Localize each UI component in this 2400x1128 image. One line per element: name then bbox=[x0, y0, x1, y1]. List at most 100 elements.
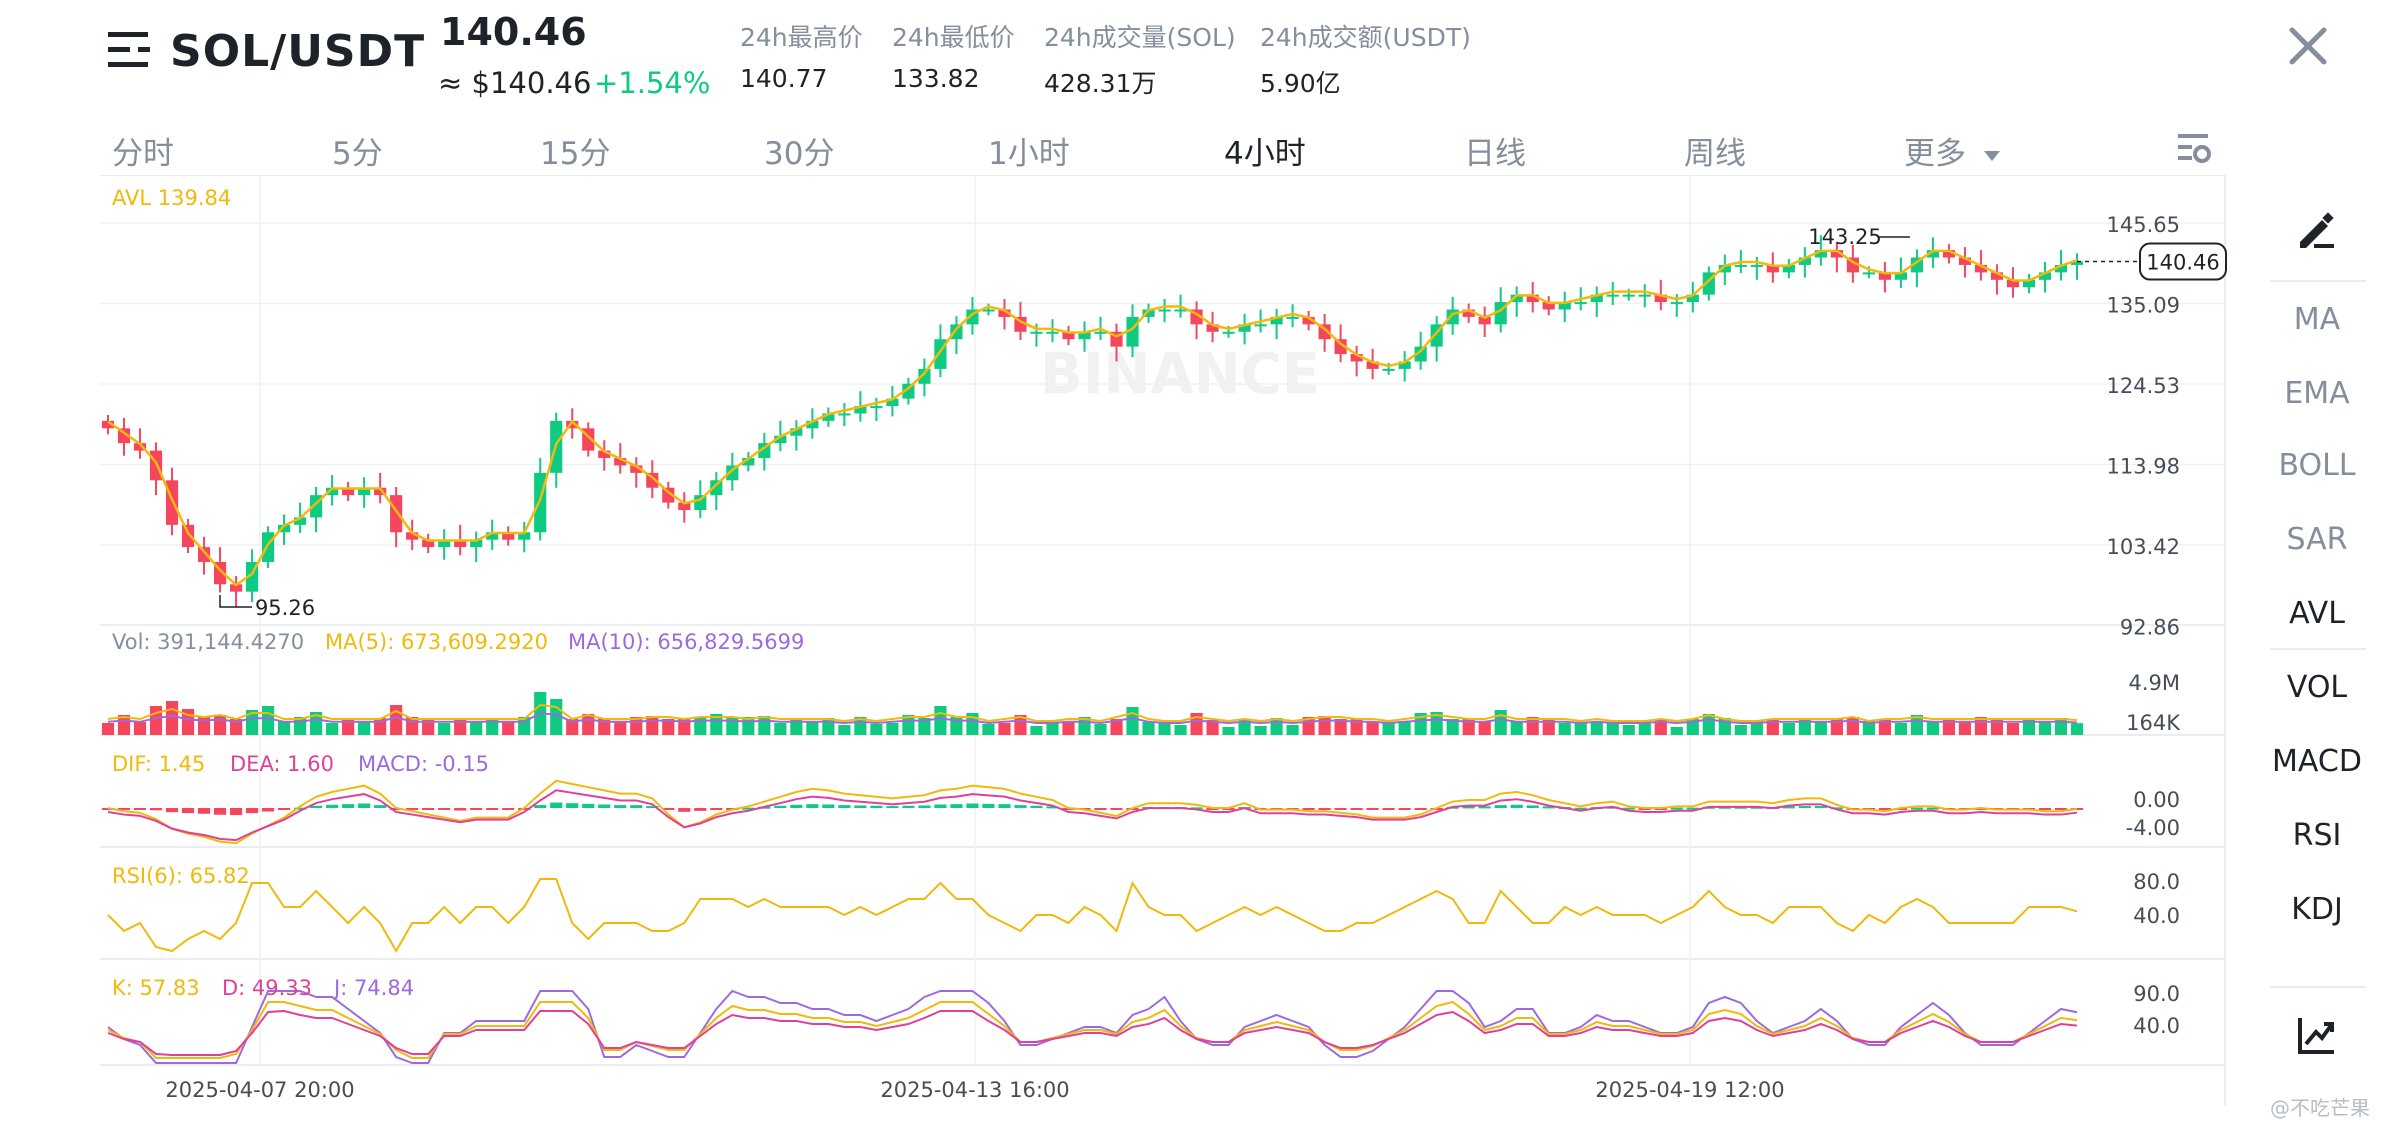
indicator-ma[interactable]: MA bbox=[2293, 302, 2341, 337]
candle-body bbox=[502, 532, 515, 540]
macd-histogram-bar bbox=[374, 805, 387, 808]
volume-bar bbox=[165, 701, 179, 735]
candle-body bbox=[2038, 272, 2052, 280]
volume-bar bbox=[1542, 720, 1555, 735]
price-tick: 113.98 bbox=[2107, 455, 2180, 479]
avl-line bbox=[107, 249, 2078, 587]
volume-bar bbox=[1766, 720, 1779, 735]
candle-body bbox=[1878, 272, 1891, 280]
stat-value: 133.82 bbox=[892, 64, 980, 93]
candle-body bbox=[598, 450, 611, 459]
macd-histogram-bar bbox=[1382, 808, 1395, 810]
dropdown-caret-icon bbox=[1983, 150, 2000, 161]
volume-bar bbox=[1942, 718, 1956, 735]
menu-icon[interactable] bbox=[108, 28, 152, 72]
indicator-rsi[interactable]: RSI bbox=[2292, 818, 2342, 853]
volume-bar bbox=[1398, 721, 1411, 735]
rsi-polyline bbox=[107, 878, 2078, 954]
vol-tick: 4.9M bbox=[2128, 671, 2180, 695]
price-tick: 135.09 bbox=[2107, 294, 2180, 318]
volume-bar bbox=[1334, 719, 1347, 735]
rsi-label: RSI(6): 65.82 bbox=[112, 864, 250, 888]
candle-body bbox=[2006, 279, 2020, 288]
tab-interval-4h[interactable]: 4小时 bbox=[1224, 136, 1306, 172]
pair-title[interactable]: SOL/USDT bbox=[170, 26, 426, 77]
kline-chart[interactable]: BINANCE 145.65 135.09 124.53 113.98 103.42 92… bbox=[0, 175, 2240, 1105]
volume-bar bbox=[1478, 722, 1491, 735]
candle-body bbox=[229, 584, 243, 592]
indicator-kdj[interactable]: KDJ bbox=[2291, 892, 2343, 927]
candle-body bbox=[710, 480, 723, 496]
macd-histogram-bar bbox=[790, 804, 803, 808]
macd-histogram-bar bbox=[470, 808, 483, 810]
volume-bar bbox=[582, 714, 595, 735]
macd-histogram-bar bbox=[630, 805, 643, 808]
stat-value: 5.90亿 bbox=[1260, 69, 1341, 98]
volume-bar bbox=[1702, 714, 1715, 735]
volume-bar bbox=[1734, 725, 1747, 735]
macd-histogram-bar bbox=[165, 808, 179, 813]
macd-histogram-bar bbox=[1462, 806, 1475, 809]
macd-histogram-bar bbox=[838, 805, 851, 808]
volume-bar bbox=[1270, 718, 1283, 735]
tab-interval-30m[interactable]: 30分 bbox=[764, 136, 835, 172]
tab-interval-1h[interactable]: 1小时 bbox=[988, 136, 1070, 172]
candle-body bbox=[1270, 316, 1283, 325]
candle-body bbox=[1030, 331, 1043, 334]
volume-bar bbox=[1366, 722, 1379, 735]
candle-body bbox=[133, 443, 147, 451]
indicator-vol[interactable]: VOL bbox=[2286, 670, 2348, 705]
indicator-boll[interactable]: BOLL bbox=[2278, 448, 2356, 483]
candle-body bbox=[1414, 346, 1427, 362]
candle-body bbox=[1958, 257, 1972, 265]
x-axis-label: 2025-04-13 16:00 bbox=[880, 1078, 1069, 1102]
candle-body bbox=[1142, 309, 1155, 317]
volume-bar bbox=[1382, 722, 1395, 735]
volume-bar bbox=[326, 723, 339, 735]
macd-histogram-bar bbox=[294, 807, 307, 810]
volume-bar bbox=[1158, 722, 1171, 735]
candle-body bbox=[614, 458, 627, 466]
draw-tool-icon[interactable] bbox=[2296, 210, 2336, 254]
volume-bar bbox=[310, 712, 323, 735]
macd-dif-line bbox=[107, 779, 2078, 845]
tab-interval-1d[interactable]: 日线 bbox=[1464, 136, 1526, 172]
macd-histogram-bar bbox=[934, 804, 947, 808]
macd-tick: -4.00 bbox=[2126, 816, 2180, 840]
volume-bar bbox=[694, 718, 707, 735]
macd-histogram-bar bbox=[454, 808, 467, 811]
volume-bar bbox=[2070, 723, 2084, 735]
volume-bar bbox=[2038, 722, 2052, 735]
chart-type-icon[interactable] bbox=[2296, 1016, 2336, 1060]
tab-interval-fs[interactable]: 分时 bbox=[112, 136, 174, 172]
volume-bar bbox=[918, 718, 931, 735]
tab-interval-more[interactable]: 更多 bbox=[1904, 128, 2002, 173]
volume-bar bbox=[454, 719, 467, 735]
volume-bar bbox=[1110, 719, 1123, 735]
indicator-ema[interactable]: EMA bbox=[2284, 376, 2350, 411]
x-axis-label: 2025-04-19 12:00 bbox=[1595, 1078, 1784, 1102]
candle-body bbox=[1750, 264, 1763, 267]
indicator-sar[interactable]: SAR bbox=[2286, 522, 2348, 557]
macd-histogram-bar bbox=[902, 805, 915, 808]
candle-body bbox=[1862, 272, 1875, 275]
indicator-macd[interactable]: MACD bbox=[2272, 744, 2362, 779]
candle-body bbox=[1782, 264, 1795, 273]
kdj-d-line bbox=[107, 1009, 2078, 1056]
volume-bar bbox=[886, 723, 899, 735]
macd-histogram-bar bbox=[1798, 806, 1811, 809]
candle-body bbox=[1830, 250, 1843, 258]
stat-label: 24h成交量(SOL) bbox=[1044, 23, 1236, 52]
candle-body bbox=[294, 517, 307, 525]
close-icon[interactable] bbox=[2288, 20, 2328, 76]
macd-histogram-bar bbox=[646, 806, 659, 809]
tab-interval-5m[interactable]: 5分 bbox=[332, 136, 383, 172]
tab-interval-1w[interactable]: 周线 bbox=[1684, 136, 1746, 172]
volume-bar bbox=[358, 722, 371, 735]
volume-bar bbox=[1206, 720, 1219, 735]
macd-histogram-bar bbox=[998, 804, 1011, 808]
chart-settings-icon[interactable] bbox=[2176, 130, 2212, 170]
macd-histogram-bar bbox=[550, 802, 563, 808]
tab-interval-15m[interactable]: 15分 bbox=[540, 136, 611, 172]
indicator-avl[interactable]: AVL bbox=[2289, 596, 2345, 631]
